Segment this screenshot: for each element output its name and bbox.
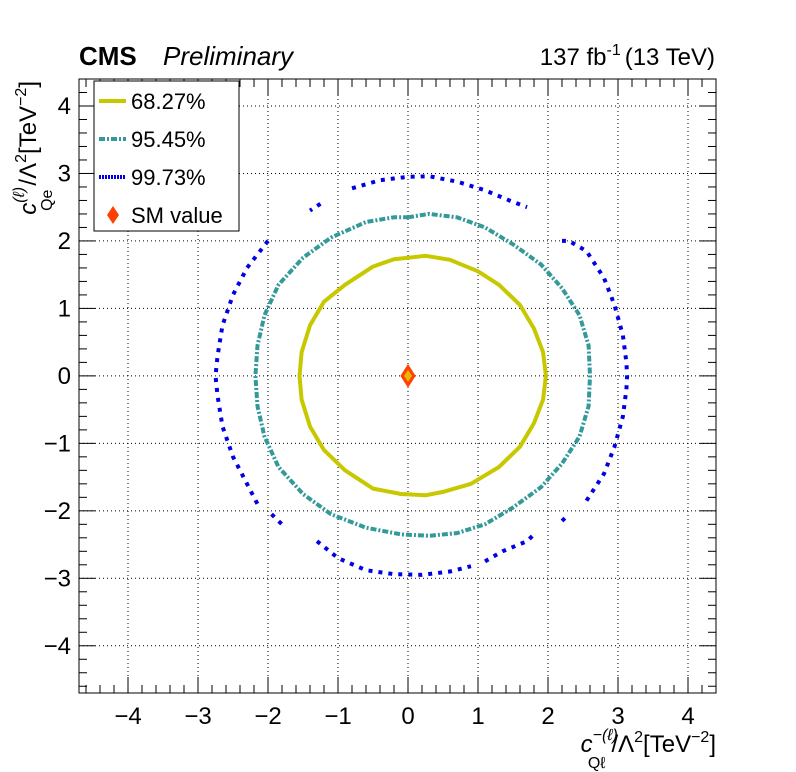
lumi-value: 137 fb bbox=[540, 44, 607, 71]
legend-label: 68.27% bbox=[131, 89, 206, 114]
y-tick-label: 3 bbox=[58, 160, 71, 187]
x-tick-label: 2 bbox=[541, 703, 554, 730]
legend-label: 99.73% bbox=[131, 165, 206, 190]
x-title-sub: Qℓ bbox=[588, 755, 606, 772]
y-title-sup: (ℓ) bbox=[11, 187, 28, 203]
y-tick-label: 2 bbox=[58, 228, 71, 255]
y-tick-label: −3 bbox=[44, 565, 71, 592]
contour-99.73% bbox=[213, 239, 270, 506]
contour-95.45% bbox=[253, 211, 592, 538]
x-tick-labels: −4 −3 −2 −1 0 1 2 3 4 bbox=[114, 703, 694, 730]
x-title-unit-exp: −2 bbox=[691, 729, 709, 746]
x-tick-label: 3 bbox=[611, 703, 624, 730]
x-tick-label: 4 bbox=[681, 703, 694, 730]
legend-marker-diamond bbox=[107, 206, 119, 224]
y-axis-title: c(ℓ) Qe/Λ2[TeV−2] bbox=[11, 81, 56, 215]
x-tick-label: −4 bbox=[114, 703, 141, 730]
x-title-unit: [TeV bbox=[643, 731, 691, 758]
contour-99.73% bbox=[270, 512, 287, 530]
y-title-unit-exp: −2 bbox=[13, 88, 30, 106]
x-tick-label: −1 bbox=[324, 703, 351, 730]
x-title-rest: /Λ bbox=[611, 731, 634, 758]
y-tick-labels: −4 −3 −2 −1 0 1 2 3 4 bbox=[44, 93, 71, 660]
lumi-label: 137 fb-1 (13 TeV) bbox=[540, 42, 715, 71]
x-title-close: ] bbox=[709, 731, 716, 758]
legend-box bbox=[93, 80, 240, 232]
y-title-var: c bbox=[15, 203, 42, 215]
contour-99.73% bbox=[560, 512, 571, 523]
legend-entries: 68.27% 95.45% 99.73% SM value bbox=[99, 89, 223, 228]
legend: 68.27% 95.45% 99.73% SM value bbox=[93, 80, 240, 232]
y-title-rest: /Λ bbox=[15, 163, 42, 186]
y-title-close: ] bbox=[15, 81, 42, 88]
sm-value-marker bbox=[400, 363, 416, 388]
status-label: Preliminary bbox=[163, 41, 295, 71]
energy-label: (13 TeV) bbox=[625, 44, 715, 71]
y-tick-label: −1 bbox=[44, 430, 71, 457]
contour-99.73% bbox=[562, 238, 630, 502]
x-tick-label: −2 bbox=[254, 703, 281, 730]
contours bbox=[213, 174, 630, 577]
y-tick-label: 1 bbox=[58, 295, 71, 322]
y-title-sq: 2 bbox=[13, 154, 30, 163]
y-tick-label: 4 bbox=[58, 93, 71, 120]
axis-ticks bbox=[79, 78, 717, 693]
contour-68.27% bbox=[297, 253, 548, 498]
contour-99.73% bbox=[351, 174, 528, 210]
sm-diamond-inner bbox=[404, 369, 412, 382]
y-tick-label: −2 bbox=[44, 498, 71, 525]
x-title-sup: −(ℓ) bbox=[593, 727, 618, 744]
x-title-sq: 2 bbox=[634, 729, 643, 746]
legend-label: SM value bbox=[131, 203, 223, 228]
x-title-var: c bbox=[581, 731, 593, 758]
x-tick-label: 0 bbox=[401, 703, 414, 730]
y-title-unit: [TeV bbox=[15, 106, 42, 154]
x-axis-title: c−(ℓ) Qℓ/Λ2[TeV−2] bbox=[581, 727, 716, 772]
legend-label: 95.45% bbox=[131, 127, 206, 152]
x-tick-label: 1 bbox=[471, 703, 484, 730]
lumi-exponent: -1 bbox=[606, 42, 620, 59]
x-tick-label: −3 bbox=[184, 703, 211, 730]
contour-99.73% bbox=[315, 539, 472, 577]
y-tick-label: −4 bbox=[44, 633, 71, 660]
contour-99.73% bbox=[308, 202, 322, 213]
y-tick-label: 0 bbox=[58, 363, 71, 390]
contour-99.73% bbox=[484, 532, 536, 564]
experiment-label: CMS bbox=[79, 41, 137, 71]
y-title-sub: Qe bbox=[39, 189, 56, 210]
